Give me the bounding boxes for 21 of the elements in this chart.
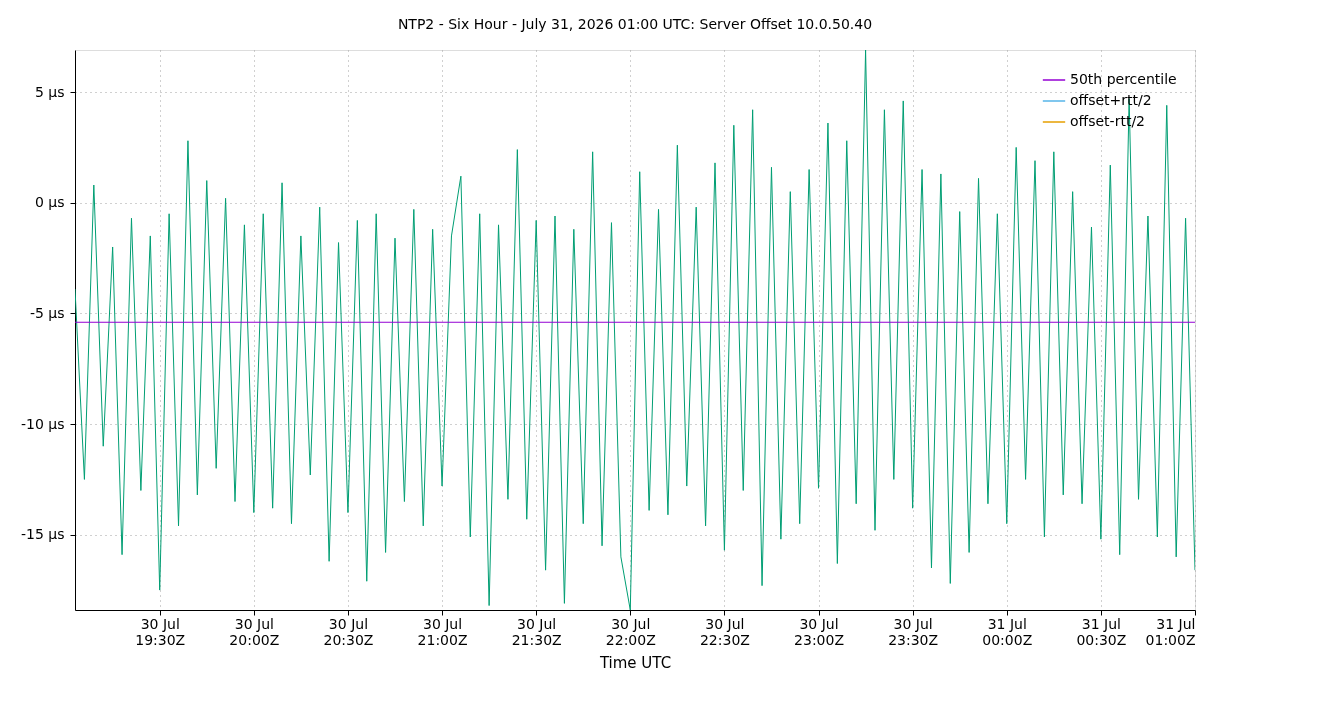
x-tick-label: 30 Jul 20:00Z	[229, 615, 280, 648]
x-tick-label: 31 Jul 00:00Z	[982, 615, 1033, 648]
x-tick-label: 30 Jul 23:00Z	[794, 615, 844, 648]
legend-label: offset+rtt/2	[1070, 92, 1152, 108]
chart-title: NTP2 - Six Hour - July 31, 2026 01:00 UTC: Server Offset 10.0.50.40	[397, 16, 873, 32]
y-tick-label: 5 µs	[34, 83, 65, 100]
x-tick-label: 30 Jul 22:00Z	[605, 615, 656, 648]
legend-label: 50th percentile	[1070, 71, 1177, 87]
x-tick-label: 30 Jul 20:30Z	[323, 615, 374, 648]
x-axis-title: Time UTC	[598, 653, 672, 672]
y-tick-label: -5 µs	[29, 304, 65, 321]
y-tick-label: 0 µs	[34, 194, 65, 211]
x-tick-label: 30 Jul 19:30Z	[135, 615, 186, 648]
y-tick-label: -15 µs	[20, 526, 65, 543]
x-tick-label: 30 Jul 21:00Z	[417, 615, 468, 648]
x-tick-label: 30 Jul 22:30Z	[699, 615, 750, 648]
y-tick-label: -10 µs	[20, 415, 65, 432]
x-tick-label: 31 Jul 01:00Z	[1145, 615, 1196, 648]
x-tick-label: 31 Jul 00:30Z	[1076, 615, 1127, 648]
x-tick-label: 30 Jul 23:30Z	[888, 615, 939, 648]
x-tick-label: 30 Jul 21:30Z	[511, 615, 562, 648]
